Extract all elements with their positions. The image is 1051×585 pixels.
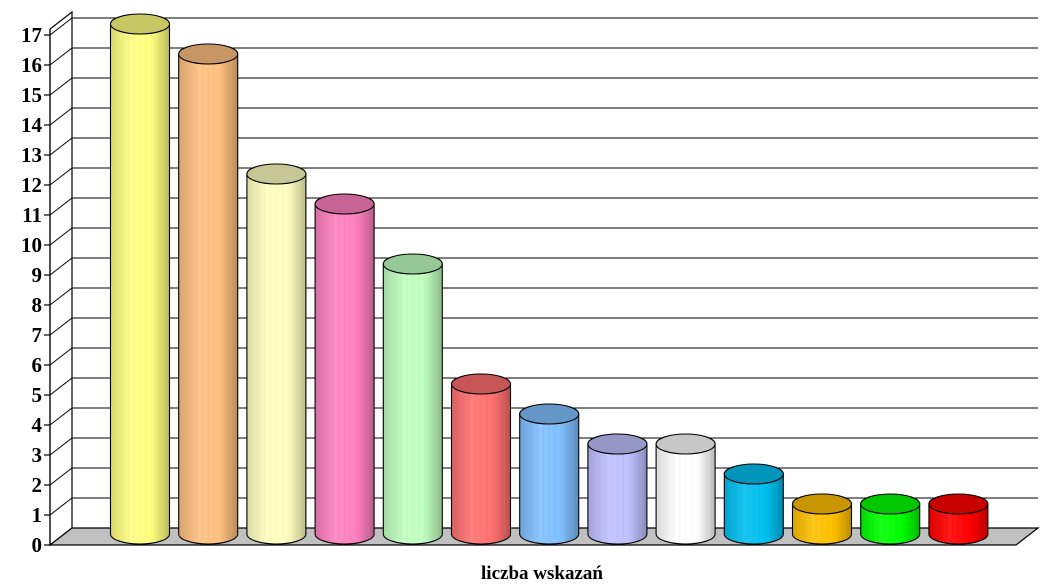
bar-top xyxy=(655,433,716,455)
gridline-side xyxy=(49,437,73,456)
bar-top xyxy=(246,163,307,185)
bar xyxy=(587,433,648,545)
bar xyxy=(109,13,171,545)
y-tick-label: 9 xyxy=(32,263,43,287)
gridline-side xyxy=(49,257,73,276)
gridline-side xyxy=(49,47,73,66)
y-tick-label: 3 xyxy=(32,443,43,467)
y-tick-label: 16 xyxy=(21,53,42,77)
gridline-side xyxy=(49,107,73,126)
bar xyxy=(314,193,375,545)
y-tick-label: 11 xyxy=(22,203,42,227)
y-tick-label: 15 xyxy=(21,83,42,107)
y-tick-label: 10 xyxy=(21,233,42,257)
gridline-side xyxy=(49,17,73,36)
bar-top xyxy=(450,373,512,395)
y-tick-label: 1 xyxy=(32,503,43,527)
bar-top xyxy=(109,13,171,35)
y-tick-label: 13 xyxy=(21,143,42,167)
bar-top xyxy=(178,43,239,65)
y-tick-label: 2 xyxy=(32,473,43,497)
y-tick-label: 14 xyxy=(21,113,43,137)
bar-top xyxy=(382,253,443,275)
y-tick-label: 0 xyxy=(32,533,43,557)
bar-top xyxy=(928,493,989,515)
gridline-side xyxy=(49,497,73,516)
y-tick-label: 8 xyxy=(32,293,43,317)
bar xyxy=(450,373,512,545)
bar-top xyxy=(314,193,375,215)
y-tick-label: 7 xyxy=(32,323,43,347)
y-tick-label: 6 xyxy=(32,353,43,377)
gridline-side xyxy=(49,287,73,306)
bar xyxy=(519,403,580,545)
gridline-side xyxy=(49,137,73,156)
gridline-side xyxy=(49,347,73,366)
bar xyxy=(791,493,853,545)
y-tick-label: 17 xyxy=(21,23,42,47)
gridline-side xyxy=(49,77,73,96)
gridline-side xyxy=(49,317,73,336)
gridline-side xyxy=(49,377,73,396)
bar xyxy=(655,433,716,545)
bars xyxy=(109,13,989,545)
gridline-side xyxy=(49,167,73,186)
bar xyxy=(928,493,989,545)
bar xyxy=(178,43,239,545)
bar xyxy=(246,163,307,545)
bar-top xyxy=(723,463,784,485)
bar-top xyxy=(587,433,648,455)
bar-top xyxy=(791,493,853,515)
bar-top xyxy=(860,493,921,515)
gridline-side xyxy=(49,407,73,426)
gridline-side xyxy=(49,197,73,216)
y-tick-label: 5 xyxy=(32,383,43,407)
x-axis-label: liczba wskazań xyxy=(481,563,603,584)
bar xyxy=(860,493,921,545)
bar xyxy=(723,463,784,545)
bar xyxy=(382,253,443,545)
gridline-side xyxy=(49,467,73,486)
y-tick-label: 4 xyxy=(32,413,43,437)
bar-top xyxy=(519,403,580,425)
gridline-side xyxy=(49,227,73,246)
y-tick-label: 12 xyxy=(21,173,42,197)
